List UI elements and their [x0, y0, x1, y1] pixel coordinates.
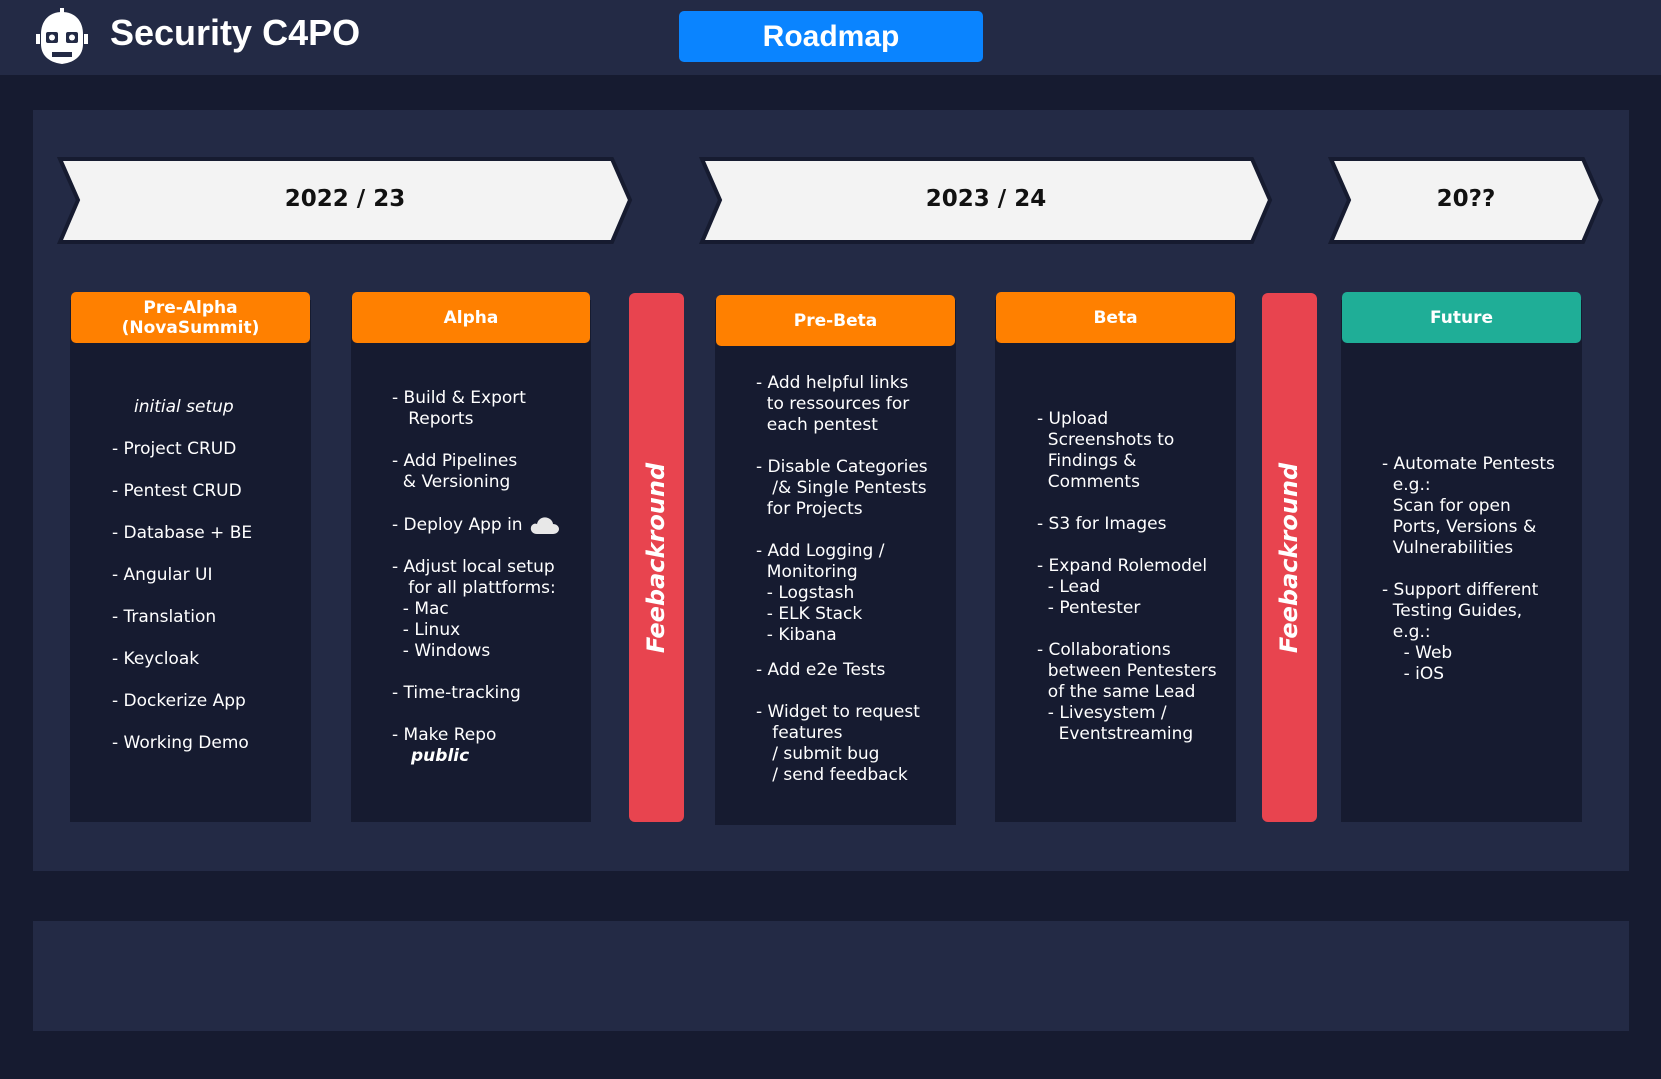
app-title: Security C4PO [110, 12, 361, 53]
list-item: - Widget to request features / submit bu… [756, 702, 920, 785]
deploy-text: - Deploy App in [392, 515, 523, 535]
pre-beta-header: Pre-Beta [716, 295, 955, 346]
feedback-label: Feebackround [1275, 462, 1304, 653]
list-item: - Project CRUD [112, 439, 237, 459]
pre-beta-column [715, 300, 956, 825]
pre-alpha-items: initial setup - Project CRUD - Pentest C… [112, 397, 252, 775]
beta-header: Beta [996, 292, 1235, 343]
list-item: - Pentest CRUD [112, 481, 242, 501]
beta-column [995, 300, 1236, 822]
list-item: - Collaborations between Pentesters of t… [1037, 640, 1217, 744]
list-item: - Add Logging / Monitoring - Logstash - … [756, 541, 885, 645]
alpha-header: Alpha [352, 292, 590, 343]
period-label-2022-23: 2022 / 23 [284, 186, 406, 212]
list-item: - Keycloak [112, 649, 200, 669]
alpha-column [351, 300, 591, 822]
public-emphasis: public [411, 746, 470, 766]
alpha-items: - Build & Export Reports - Add Pipelines… [392, 388, 561, 788]
list-item: - Make Repo [392, 725, 497, 745]
feedback-label: Feebackround [642, 462, 671, 653]
list-item: - Adjust local setup for all plattforms:… [392, 557, 556, 661]
feedback-round-bar: Feebackround [629, 293, 684, 822]
period-label-future: 20?? [1436, 186, 1496, 212]
list-item: - Deploy App in [392, 514, 561, 536]
future-header: Future [1342, 292, 1581, 343]
list-item: - Dockerize App [112, 691, 246, 711]
future-items: - Automate Pentests e.g.: Scan for open … [1382, 454, 1555, 706]
robot-head-icon [36, 8, 88, 64]
list-item: - Support different Testing Guides, e.g.… [1382, 580, 1539, 684]
list-item: - Database + BE [112, 523, 253, 543]
list-item: - Expand Rolemodel - Lead - Pentester [1037, 556, 1208, 618]
list-item: - Add Pipelines & Versioning [392, 451, 518, 492]
period-arrow-3 [1327, 157, 1604, 244]
list-item: - Translation [112, 607, 217, 627]
beta-items: - Upload Screenshots to Findings & Comme… [1037, 409, 1217, 766]
list-item: - Add e2e Tests [756, 660, 886, 680]
pre-alpha-subtitle: initial setup [134, 397, 234, 417]
period-arrow-2 [698, 157, 1273, 244]
roadmap-button[interactable]: Roadmap [679, 11, 983, 62]
list-item: - Upload Screenshots to Findings & Comme… [1037, 409, 1175, 492]
period-label-2023-24: 2023 / 24 [925, 186, 1047, 212]
list-item: - Disable Categories /& Single Pentests … [756, 457, 928, 519]
list-item: - Time-tracking [392, 683, 521, 703]
list-item: - Build & Export Reports [392, 388, 526, 429]
pre-alpha-header: Pre-Alpha (NovaSummit) [71, 292, 310, 343]
pre-alpha-column [70, 300, 311, 822]
list-item: - Add helpful links to ressources for ea… [756, 373, 910, 435]
cloud-icon [530, 517, 559, 534]
footer-panel [33, 921, 1629, 1031]
list-item: - Angular UI [112, 565, 213, 585]
period-arrow-1 [56, 157, 633, 244]
future-column [1341, 300, 1582, 822]
timeline-arrows [56, 157, 1604, 244]
list-item: - Automate Pentests e.g.: Scan for open … [1382, 454, 1555, 558]
feedback-round-bar: Feebackround [1262, 293, 1317, 822]
pre-beta-items: - Add helpful links to ressources for ea… [756, 373, 928, 807]
list-item: - S3 for Images [1037, 514, 1167, 534]
top-bar: Security C4PO Roadmap [0, 0, 1661, 75]
list-item: - Working Demo [112, 733, 249, 753]
